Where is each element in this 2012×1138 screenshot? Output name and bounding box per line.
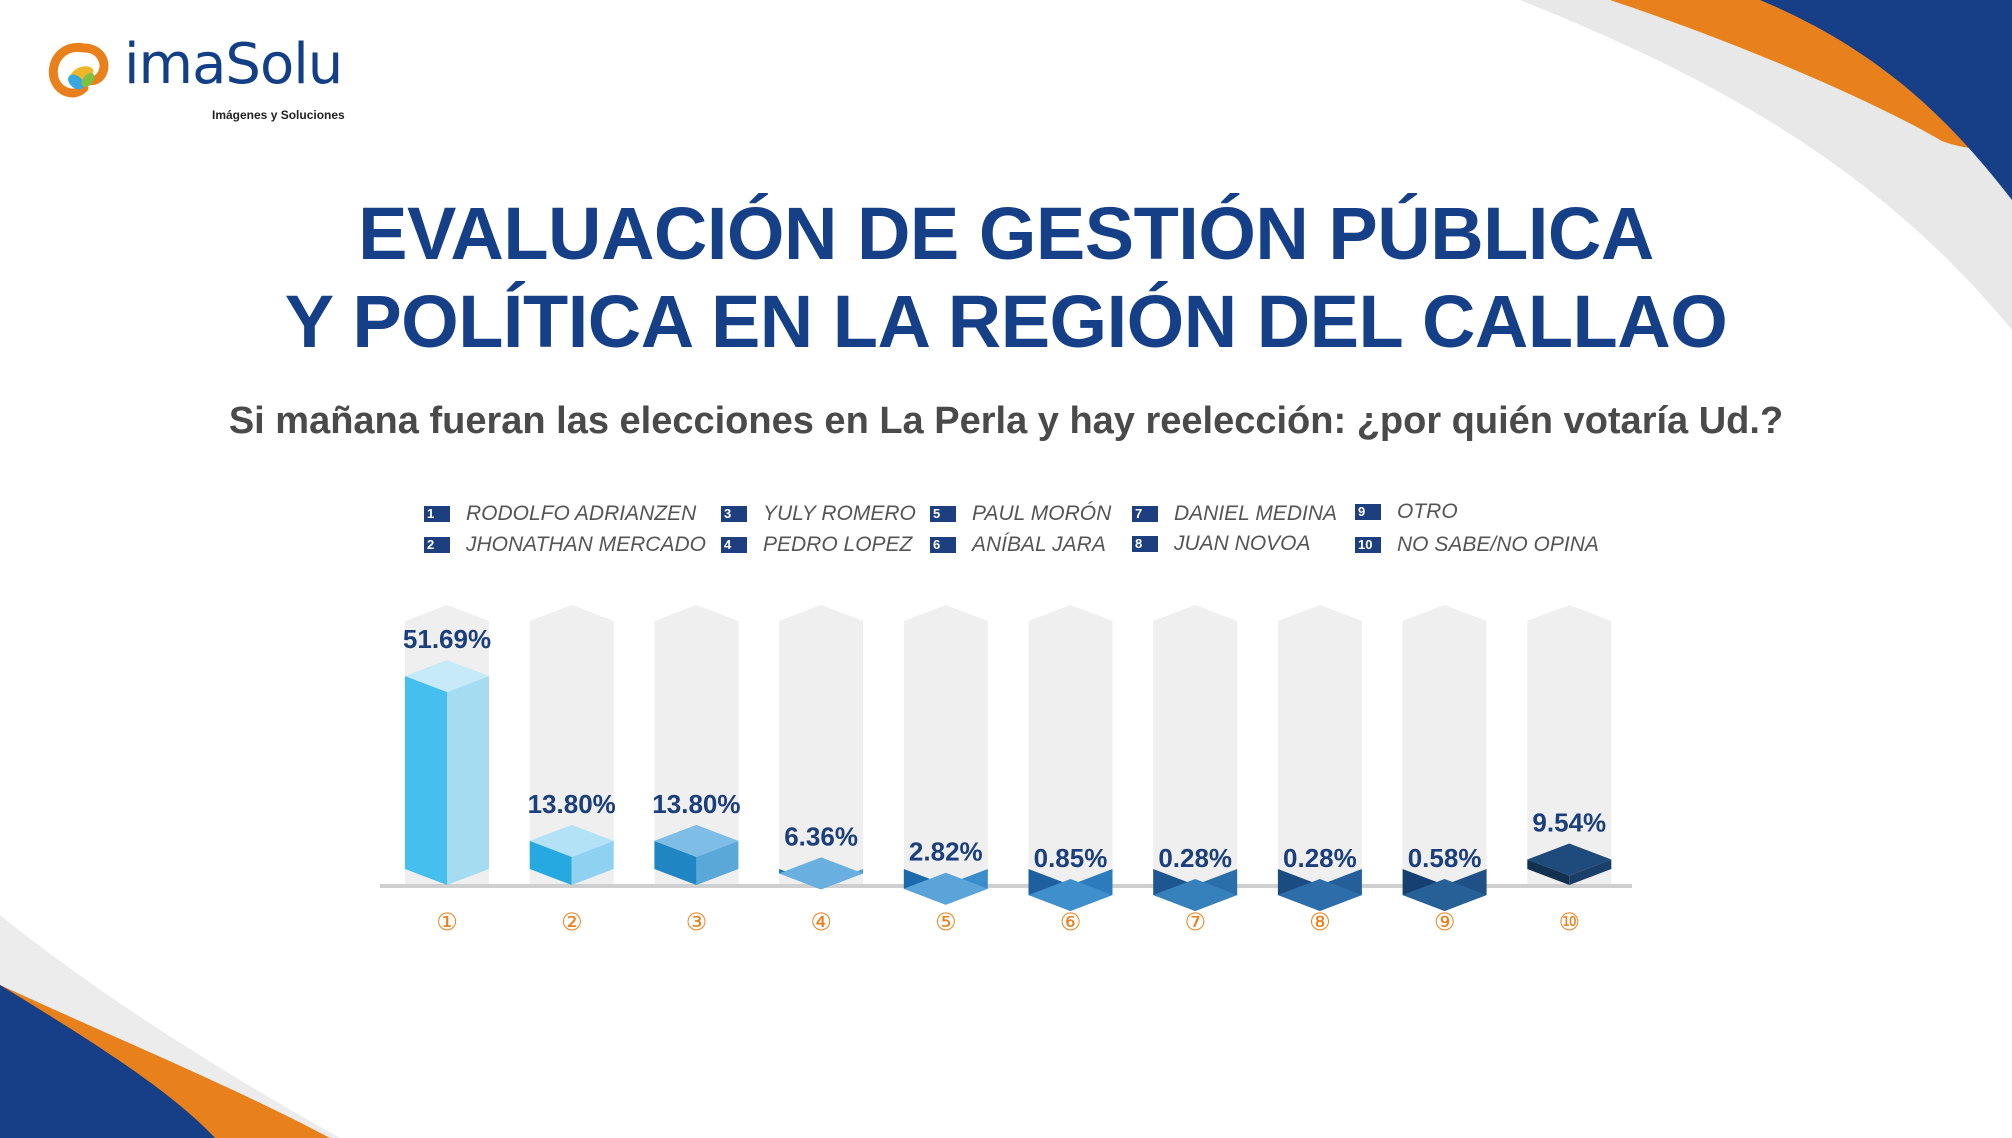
bar-top-face — [1527, 843, 1612, 876]
bar-side-face — [447, 676, 489, 885]
bar-track — [903, 605, 988, 885]
legend-label: JUAN NOVOA — [1174, 532, 1311, 555]
bar-side-face — [571, 840, 614, 885]
imasolu-logo: imaSolu Imágenes y Soluciones — [44, 32, 364, 128]
bar-value-label: 9.54% — [1532, 807, 1606, 837]
category-number-label: ② — [561, 908, 583, 936]
top-right-blue-swoosh — [1760, 0, 2012, 200]
bar-value-label: 6.36% — [784, 821, 858, 851]
bar-track — [1402, 605, 1487, 885]
legend-item-9: 9 OTRO — [1355, 500, 1458, 524]
category-number-label: ① — [436, 908, 458, 936]
survey-question: Si mañana fueran las elecciones en La Pe… — [228, 400, 1784, 442]
page-title-line1: EVALUACIÓN DE GESTIÓN PÚBLICA — [358, 192, 1654, 275]
legend-label: OTRO — [1397, 500, 1458, 523]
category-number-label: ④ — [810, 908, 832, 936]
category-number-label: ⑤ — [935, 908, 957, 936]
bottom-left-blue-swoosh — [0, 985, 215, 1138]
bar-track — [779, 605, 864, 885]
legend-number: 7 — [1132, 506, 1158, 522]
category-number-label: ⑥ — [1060, 908, 1082, 936]
brand-tagline: Imágenes y Soluciones — [212, 108, 345, 122]
bar-value-label: 2.82% — [909, 837, 983, 867]
bar-track — [1527, 605, 1612, 885]
bar-front-face — [405, 676, 447, 885]
bar-top-face — [1402, 879, 1487, 911]
bar-track — [1028, 605, 1113, 885]
bar-value-label: 13.80% — [652, 789, 740, 819]
bar-track — [654, 605, 739, 885]
legend-number: 10 — [1355, 537, 1381, 553]
brand-name: imaSolu — [124, 32, 343, 97]
bar-value-label: 0.85% — [1034, 843, 1108, 873]
legend-item-3: 3 YULY ROMERO — [721, 502, 916, 526]
legend-number: 6 — [930, 537, 956, 553]
legend-number: 5 — [930, 506, 956, 522]
legend-label: PAUL MORÓN — [972, 502, 1112, 525]
bar-front-face — [1527, 859, 1570, 885]
bar-value-label: 0.28% — [1158, 843, 1232, 873]
logo-mark-icon — [48, 42, 109, 98]
legend-label: ANÍBAL JARA — [972, 533, 1106, 556]
legend-number: 8 — [1132, 536, 1158, 552]
legend-number: 4 — [721, 537, 747, 553]
legend-item-1: 1 RODOLFO ADRIANZEN — [424, 502, 696, 526]
legend-label: JHONATHAN MERCADO — [466, 533, 706, 556]
category-number-label: ⑩ — [1559, 908, 1581, 936]
category-number-label: ⑦ — [1184, 908, 1206, 936]
page-title-line2: Y POLÍTICA EN LA REGIÓN DEL CALLAO — [284, 280, 1728, 363]
bar-top-face — [1277, 879, 1362, 911]
bar-front-face — [529, 840, 572, 885]
legend-item-10: 10 NO SABE/NO OPINA — [1355, 533, 1599, 557]
category-number-label: ③ — [686, 908, 708, 936]
bar-track — [529, 605, 614, 885]
legend-label: RODOLFO ADRIANZEN — [466, 502, 697, 525]
bar-value-label: 13.80% — [528, 789, 616, 819]
legend-number: 3 — [721, 506, 747, 522]
category-number-label: ⑧ — [1309, 908, 1331, 936]
bar-top-face — [903, 872, 988, 905]
bar-front-face — [654, 840, 697, 885]
legend-number: 1 — [424, 506, 450, 522]
legend-number: 9 — [1355, 504, 1381, 520]
bar-side-face — [696, 840, 739, 885]
bar-value-label: 0.58% — [1408, 843, 1482, 873]
category-number-label: ⑨ — [1434, 908, 1456, 936]
bar-top-face — [654, 824, 739, 857]
legend-item-7: 7 DANIEL MEDINA — [1132, 502, 1337, 526]
bar-side-face — [1569, 859, 1612, 885]
bar-top-face — [405, 660, 489, 692]
legend-item-2: 2 JHONATHAN MERCADO — [424, 533, 706, 557]
legend-label: YULY ROMERO — [763, 502, 916, 525]
legend-label: DANIEL MEDINA — [1174, 502, 1337, 525]
legend-item-4: 4 PEDRO LOPEZ — [721, 533, 912, 557]
bar-top-face — [779, 857, 864, 890]
bar-value-label: 0.28% — [1283, 843, 1357, 873]
bar-track — [1153, 605, 1238, 885]
legend-item-5: 5 PAUL MORÓN — [930, 502, 1111, 526]
bar-top-face — [1028, 879, 1113, 911]
legend-item-6: 6 ANÍBAL JARA — [930, 533, 1106, 557]
bar-top-face — [529, 824, 614, 857]
legend-label: NO SABE/NO OPINA — [1397, 533, 1599, 556]
bar-value-label: 51.69% — [403, 624, 491, 654]
legend-number: 2 — [424, 537, 450, 553]
bar-track — [1277, 605, 1362, 885]
legend-item-8: 8 JUAN NOVOA — [1132, 532, 1311, 556]
legend-label: PEDRO LOPEZ — [763, 533, 913, 556]
bar-top-face — [1153, 879, 1238, 911]
